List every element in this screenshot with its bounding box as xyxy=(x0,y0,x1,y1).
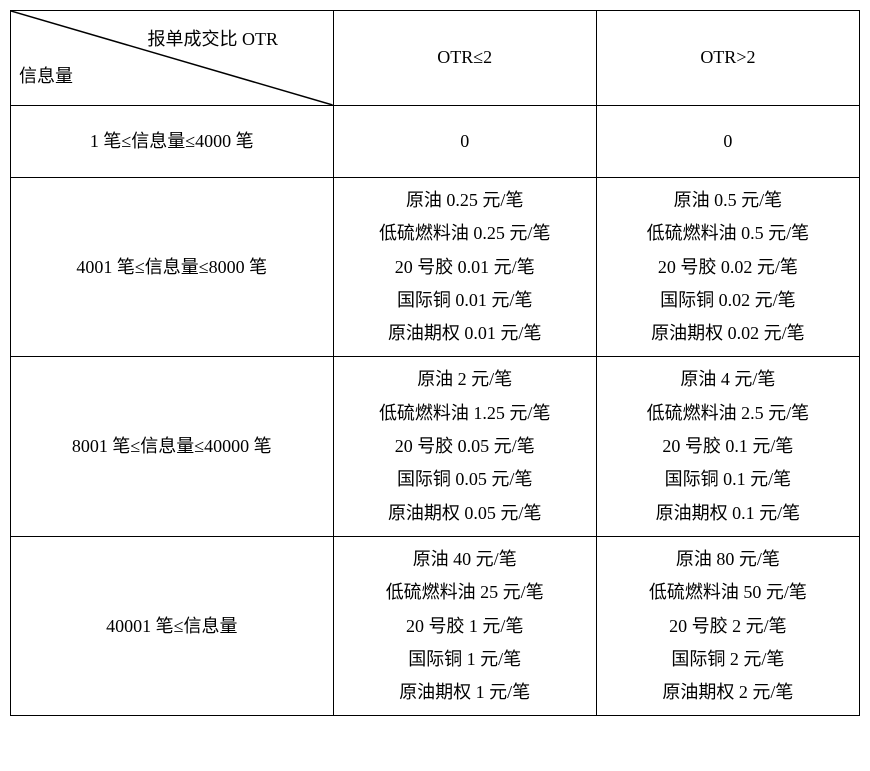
table-cell: 原油 4 元/笔低硫燃料油 2.5 元/笔20 号胶 0.1 元/笔国际铜 0.… xyxy=(596,357,859,536)
header-bottom-label: 信息量 xyxy=(19,60,73,93)
table-row: 1 笔≤信息量≤4000 笔 0 0 xyxy=(11,106,860,178)
table-row: 8001 笔≤信息量≤40000 笔 原油 2 元/笔低硫燃料油 1.25 元/… xyxy=(11,357,860,536)
table-cell: 原油 0.5 元/笔低硫燃料油 0.5 元/笔20 号胶 0.02 元/笔国际铜… xyxy=(596,178,859,357)
table-row: 4001 笔≤信息量≤8000 笔 原油 0.25 元/笔低硫燃料油 0.25 … xyxy=(11,178,860,357)
table-cell: 原油 40 元/笔低硫燃料油 25 元/笔20 号胶 1 元/笔国际铜 1 元/… xyxy=(333,536,596,715)
table-cell: 原油 2 元/笔低硫燃料油 1.25 元/笔20 号胶 0.05 元/笔国际铜 … xyxy=(333,357,596,536)
diagonal-header-cell: 报单成交比 OTR 信息量 xyxy=(11,11,334,106)
table-cell: 0 xyxy=(596,106,859,178)
fee-table: 报单成交比 OTR 信息量 OTR≤2 OTR>2 1 笔≤信息量≤4000 笔… xyxy=(10,10,860,716)
header-top-label: 报单成交比 OTR xyxy=(111,23,315,56)
row-label: 8001 笔≤信息量≤40000 笔 xyxy=(11,357,334,536)
table-row: 40001 笔≤信息量 原油 40 元/笔低硫燃料油 25 元/笔20 号胶 1… xyxy=(11,536,860,715)
column-header-2: OTR>2 xyxy=(596,11,859,106)
table-header-row: 报单成交比 OTR 信息量 OTR≤2 OTR>2 xyxy=(11,11,860,106)
table-cell: 原油 80 元/笔低硫燃料油 50 元/笔20 号胶 2 元/笔国际铜 2 元/… xyxy=(596,536,859,715)
row-label: 4001 笔≤信息量≤8000 笔 xyxy=(11,178,334,357)
table-cell: 原油 0.25 元/笔低硫燃料油 0.25 元/笔20 号胶 0.01 元/笔国… xyxy=(333,178,596,357)
row-label: 40001 笔≤信息量 xyxy=(11,536,334,715)
table-cell: 0 xyxy=(333,106,596,178)
row-label: 1 笔≤信息量≤4000 笔 xyxy=(11,106,334,178)
column-header-1: OTR≤2 xyxy=(333,11,596,106)
